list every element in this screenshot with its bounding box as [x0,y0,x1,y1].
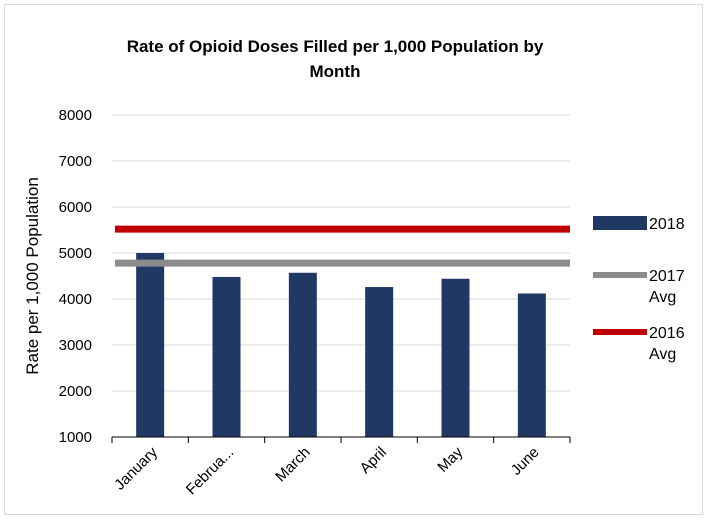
x-tick-label: Februa... [183,444,237,498]
x-tick-label: April [357,444,390,477]
chart-title-line-2: Month [310,62,361,81]
y-tick-label: 8000 [59,107,92,124]
x-tick-label: May [434,443,466,475]
bar-june [517,293,546,437]
legend-swatch-2018 [593,216,647,230]
x-tick-label: January [111,443,161,493]
x-axis-tick-labels: January Februa... March April May June [111,443,542,498]
chart-title: Rate of Opioid Doses Filled per 1,000 Po… [127,37,544,81]
x-tick-label: March [272,444,313,485]
y-tick-label: 6000 [59,199,92,216]
y-tick-label: 5000 [59,245,92,262]
y-axis-tick-labels: 1000 2000 3000 4000 5000 6000 7000 8000 [59,107,92,446]
x-axis [111,436,571,443]
legend-label: 2016 [649,325,685,342]
y-tick-label: 2000 [59,383,92,400]
bar-may [441,278,470,437]
y-tick-label: 7000 [59,153,92,170]
bar-march [288,272,317,437]
gridlines [112,114,570,392]
bar-februa [212,276,241,437]
legend-label: 2017 [649,268,685,285]
y-tick-label: 1000 [59,429,92,446]
x-tick-label: June [508,444,543,479]
legend-label: 2018 [649,216,685,233]
y-tick-label: 3000 [59,337,92,354]
y-tick-label: 4000 [59,291,92,308]
bar-january [136,253,165,437]
chart-title-line-1: Rate of Opioid Doses Filled per 1,000 Po… [127,37,544,56]
y-axis-title: Rate per 1,000 Population [23,177,42,375]
average-lines [115,225,570,267]
legend-label: Avg [649,289,676,306]
bar-april [365,287,394,437]
chart-frame [4,4,703,515]
legend: 2018 2017 Avg 2016 Avg [593,216,685,363]
bar-series-2018 [136,253,546,437]
legend-label: Avg [649,346,676,363]
